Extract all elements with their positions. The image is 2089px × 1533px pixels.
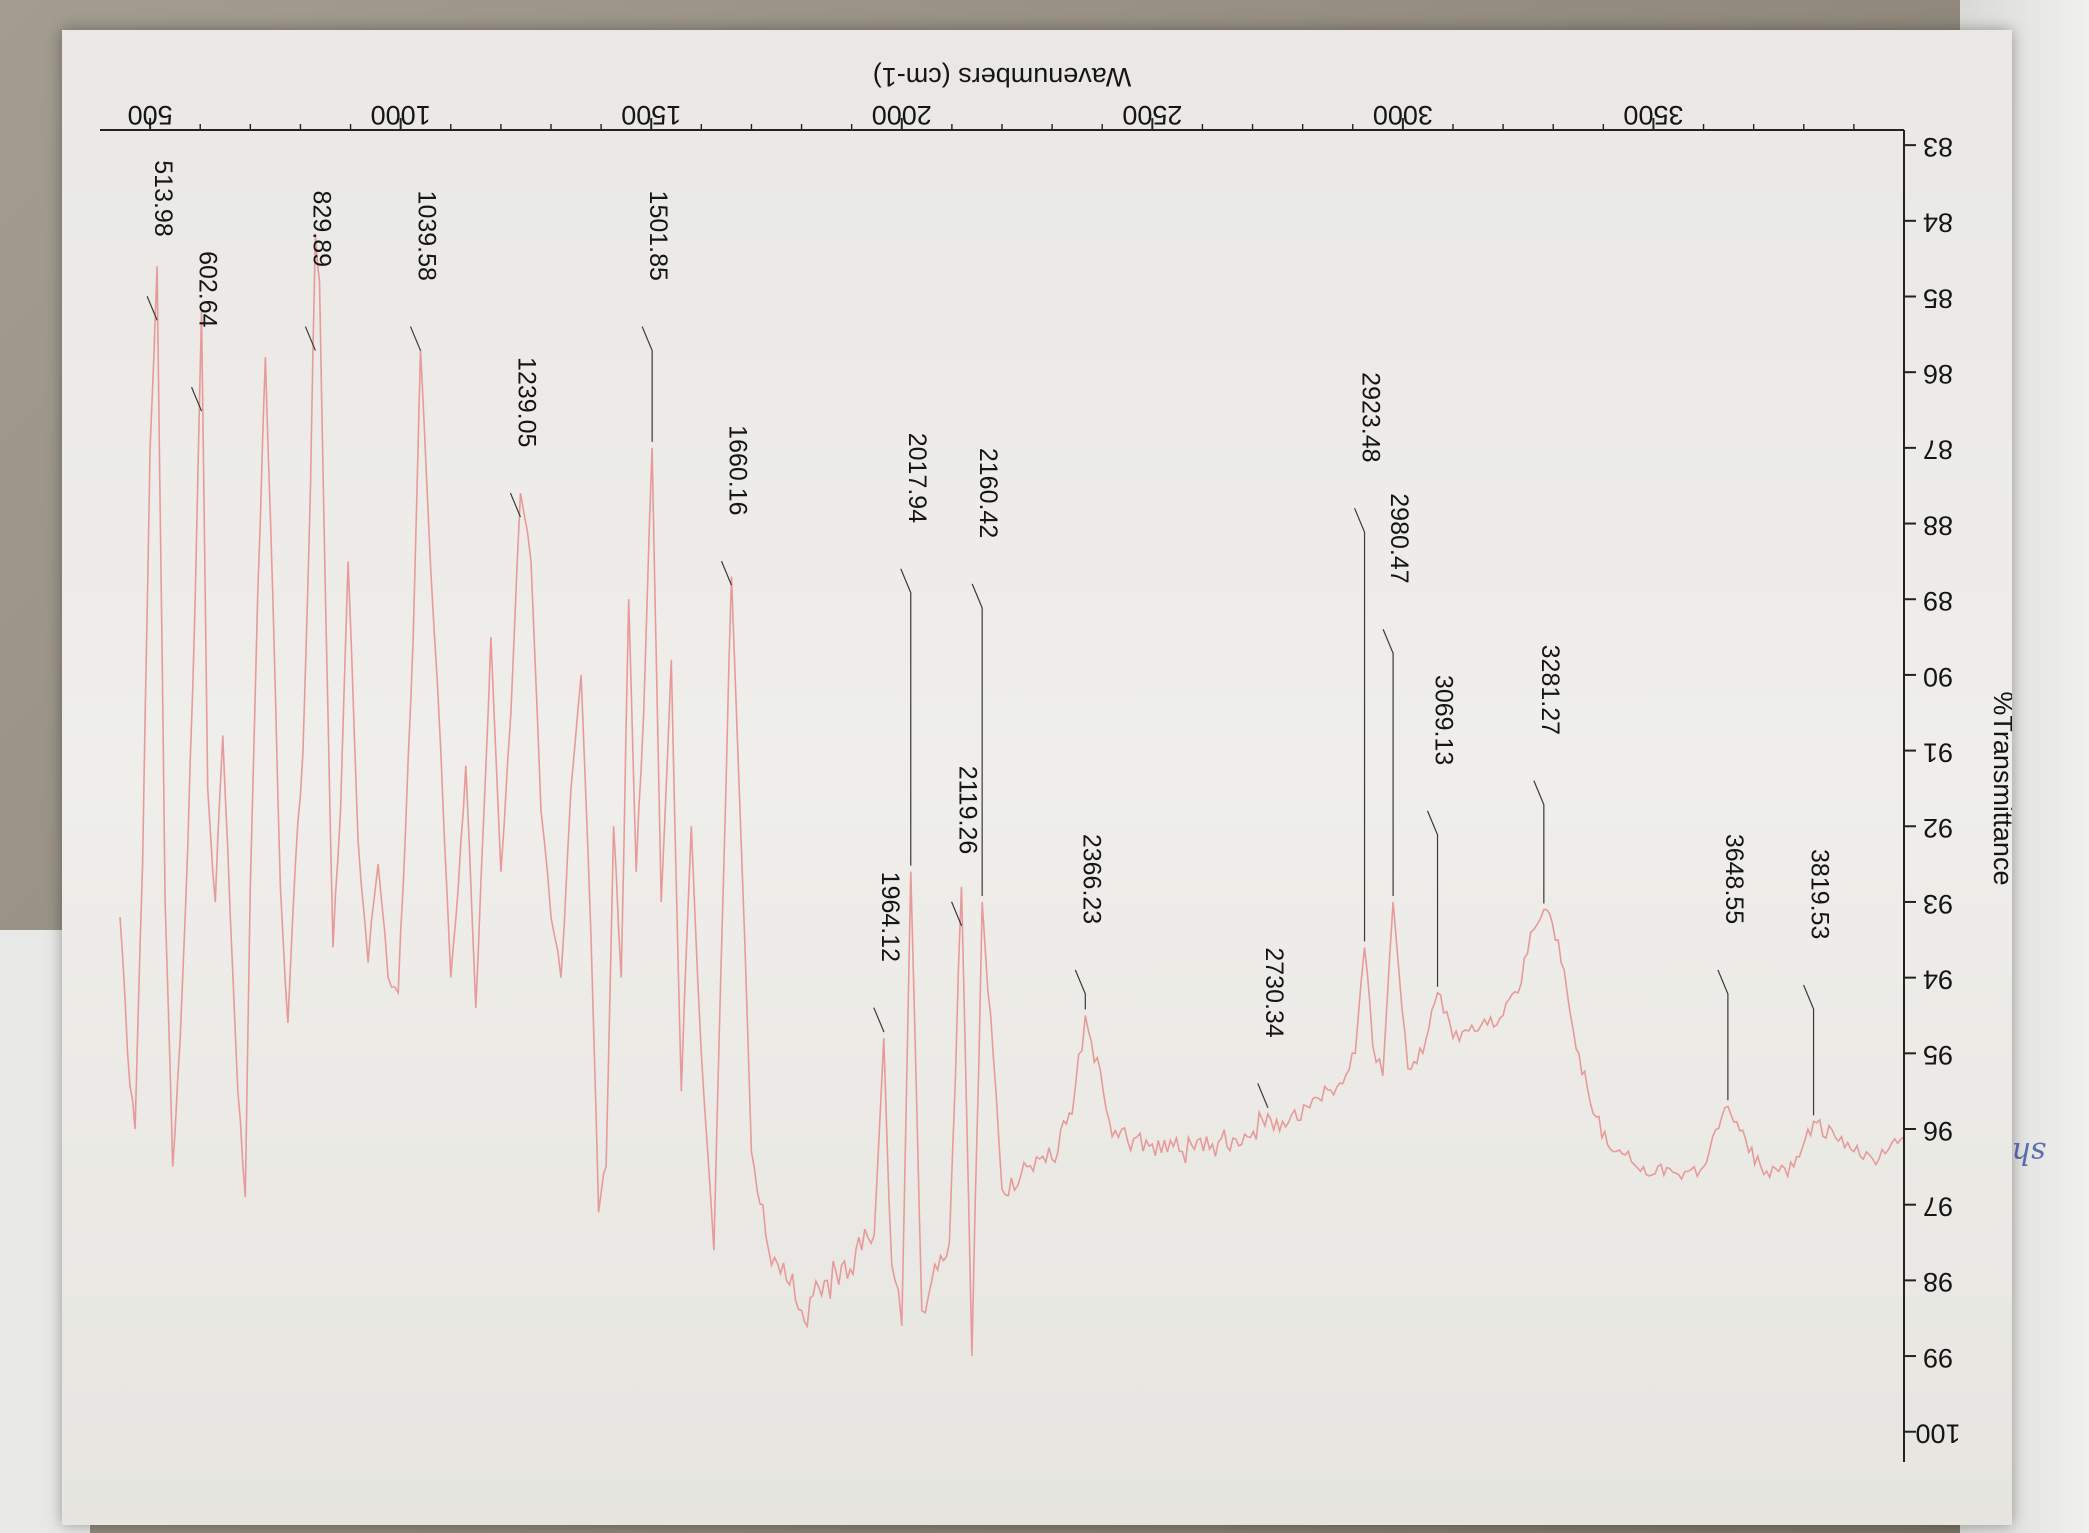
x-tick-label: 500	[128, 100, 173, 130]
printed-page	[62, 30, 2012, 1525]
peak-label: 1964.12	[876, 872, 904, 962]
peak-label: 2366.23	[1077, 834, 1105, 924]
peak-leader-line	[1426, 810, 1439, 987]
peak-label: 1660.16	[723, 425, 751, 515]
y-tick-label: 96	[1923, 1116, 1953, 1146]
y-tick-label: 93	[1923, 889, 1953, 919]
peak-label: 829.89	[307, 191, 335, 267]
y-tick-label: 99	[1923, 1343, 1953, 1373]
y-tick-label: 92	[1923, 813, 1953, 843]
y-tick-label: 83	[1923, 132, 1953, 162]
peak-leader-line	[1382, 629, 1394, 896]
peak-label: 2923.48	[1357, 372, 1385, 462]
y-tick-label: 98	[1923, 1267, 1953, 1297]
x-tick-label: 1000	[371, 100, 431, 130]
peak-leader-line	[950, 901, 963, 926]
peak-leader-line	[1074, 969, 1086, 1010]
peak-leader-line	[1717, 969, 1729, 1101]
peak-label: 3069.13	[1430, 675, 1458, 765]
peak-label: 3819.53	[1806, 849, 1834, 939]
x-tick-label: 1500	[621, 100, 681, 130]
y-tick-label: 85	[1923, 283, 1953, 313]
x-tick-label: 3000	[1373, 100, 1433, 130]
peak-label: 1039.58	[413, 191, 441, 281]
y-tick-label: 88	[1923, 510, 1953, 540]
y-tick-label: 90	[1923, 662, 1953, 692]
peak-leader-line	[720, 560, 733, 586]
x-tick-group: 3500 3000 2500 2000 1500 1000 500	[128, 100, 1855, 130]
y-tick-label: 89	[1923, 586, 1953, 616]
peak-label: 3281.27	[1536, 645, 1564, 735]
peak-label: 602.64	[194, 251, 222, 328]
peak-label: 513.98	[149, 160, 177, 236]
peak-leader-line	[304, 326, 316, 351]
y-axis-title: %Transmittance	[1988, 691, 2012, 885]
y-tick-label: 87	[1923, 435, 1953, 465]
peak-label: 2980.47	[1385, 493, 1413, 583]
peak-label: 2017.94	[903, 433, 931, 523]
peak-leader-line	[146, 296, 158, 321]
peak-label: 1239.05	[512, 357, 540, 447]
y-tick-label: 84	[1923, 208, 1953, 238]
peak-label: 2730.34	[1260, 947, 1288, 1037]
ir-spectrum-chart: 3500 3000 2500 2000 1500 1000 500 83 84 85 86 87 88…	[100, 62, 2012, 1462]
peak-label: 2160.42	[974, 448, 1002, 538]
peak-leader-line	[1803, 984, 1815, 1116]
peak-leader-line	[1257, 1083, 1269, 1108]
peak-leader-line	[190, 386, 203, 412]
y-tick-label: 86	[1923, 359, 1953, 389]
chart-plot-area: 3500 3000 2500 2000 1500 1000 500 83 84 85 86 87 88…	[100, 62, 2012, 1462]
peak-leader-line	[873, 1007, 885, 1033]
y-tick-label: 95	[1923, 1040, 1953, 1070]
spectrum-series-line	[119, 235, 1905, 1357]
peak-leader-line	[409, 326, 422, 351]
y-tick-group: 83 84 85 86 87 88 89 90 91 92 93 94 95 96 97 98 99 100	[1904, 132, 1961, 1449]
x-tick-label: 2000	[872, 100, 932, 130]
y-tick-label: 94	[1923, 965, 1953, 995]
peak-label: 1501.85	[644, 191, 672, 281]
peak-leader-line	[1533, 780, 1545, 904]
y-tick-label: 100	[1915, 1419, 1960, 1449]
peak-leader-line	[900, 568, 912, 866]
peak-leader-line	[1353, 507, 1366, 942]
x-axis-title: Wavenumbers (cm-1)	[873, 62, 1132, 92]
x-tick-label: 2500	[1122, 100, 1182, 130]
y-tick-label: 97	[1923, 1192, 1953, 1222]
x-tick-label: 3500	[1623, 100, 1683, 130]
peak-leader-line	[641, 326, 653, 442]
peak-label-group: 3819.53 3648.55 3281.27 3069.13 2980.47 2923.…	[146, 160, 1834, 1116]
peak-label: 2119.26	[954, 766, 982, 855]
y-tick-label: 91	[1923, 737, 1953, 767]
peak-leader-line	[971, 583, 983, 896]
peak-leader-line	[509, 492, 522, 518]
peak-label: 3648.55	[1720, 834, 1748, 924]
